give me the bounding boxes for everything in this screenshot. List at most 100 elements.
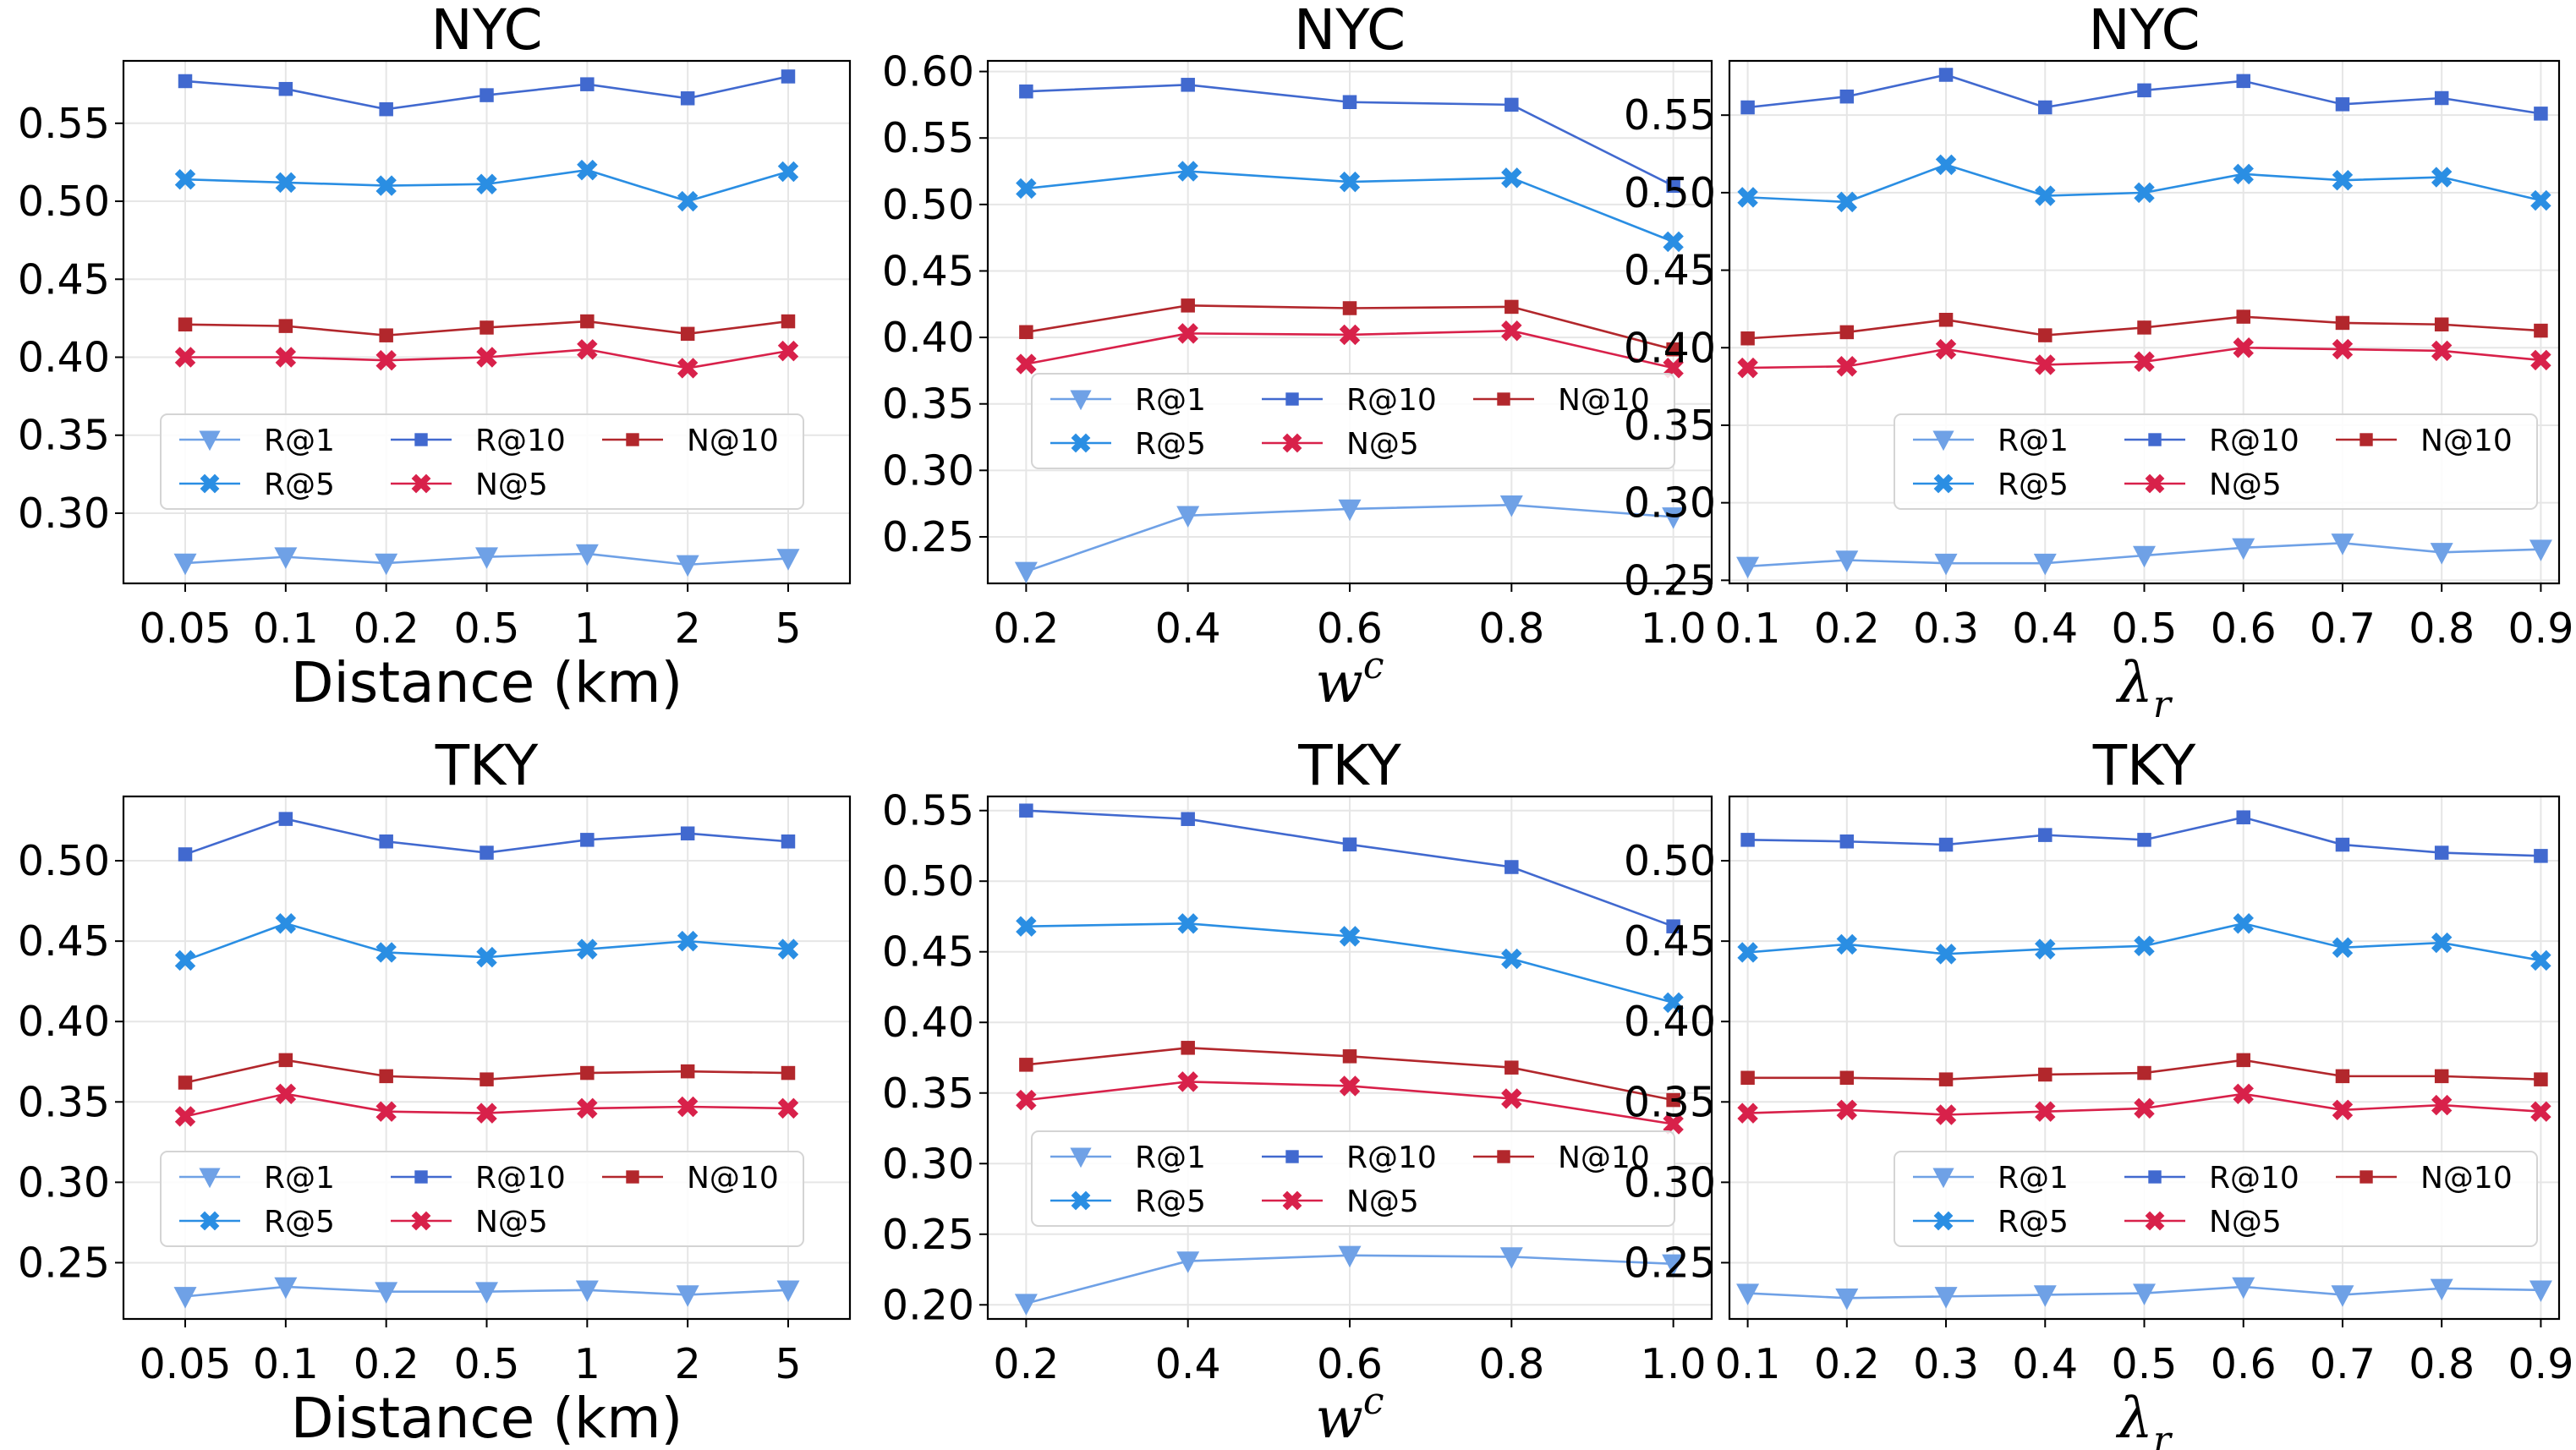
data-point <box>174 1106 196 1127</box>
data-point <box>1666 342 1680 357</box>
series-r-at-1 <box>173 544 800 577</box>
data-point <box>379 328 393 342</box>
data-point <box>2530 949 2551 971</box>
data-point <box>1504 97 1519 112</box>
x-tick-label: 0.3 <box>1913 605 1979 653</box>
legend-label: R@1 <box>1998 1161 2069 1196</box>
legend-entry: N@5 <box>391 1205 548 1239</box>
data-point <box>1339 324 1361 346</box>
data-point <box>1016 916 1037 937</box>
legend-swatch-marker <box>1071 433 1091 453</box>
legend-entry: N@10 <box>602 1161 779 1196</box>
data-point <box>1338 1245 1362 1268</box>
legend-label: N@5 <box>1346 427 1419 462</box>
x-tick-label: 0.1 <box>253 1340 319 1388</box>
data-point <box>476 1103 497 1124</box>
data-point <box>2430 543 2453 565</box>
y-tick-label: 0.40 <box>18 334 110 382</box>
x-tick-label: 0.7 <box>2310 605 2376 653</box>
data-point <box>577 159 598 181</box>
y-tick-label: 0.50 <box>882 857 974 906</box>
data-point <box>2431 340 2453 362</box>
data-point <box>2134 182 2155 204</box>
legend-swatch-marker <box>1282 1190 1302 1211</box>
data-point <box>680 1064 695 1079</box>
data-point <box>1935 154 1957 176</box>
data-point <box>2335 315 2350 331</box>
data-point <box>2137 1065 2151 1081</box>
x-tick-label: 0.5 <box>454 605 520 653</box>
x-tick-label: 0.8 <box>1478 1340 1544 1388</box>
data-point <box>1740 833 1755 847</box>
data-point <box>278 81 293 96</box>
data-point <box>2233 337 2254 358</box>
data-point <box>2232 1277 2255 1300</box>
data-point <box>375 1101 397 1122</box>
legend-entry: R@10 <box>2124 424 2299 458</box>
chart-title: TKY <box>1297 733 1401 798</box>
data-point <box>776 1280 800 1303</box>
data-point <box>2038 100 2053 115</box>
data-point <box>680 326 695 342</box>
data-point <box>2035 1101 2056 1122</box>
data-point <box>2332 1099 2354 1121</box>
x-tick-label: 0.5 <box>454 1340 520 1388</box>
legend-box <box>160 1151 804 1247</box>
y-tick-label: 0.25 <box>1624 556 1716 605</box>
legend-entry: R@1 <box>1050 1141 1206 1175</box>
data-point <box>2134 1097 2155 1119</box>
data-point <box>1177 913 1198 934</box>
x-tick-label: 0.8 <box>1478 605 1544 653</box>
chart-panel-4: 0.25 0.30 0.35 0.40 0.45 0.50 0.05 0.1 0.2 0.5 1 2 5… <box>18 733 852 1450</box>
legend-entry: R@10 <box>1262 383 1437 418</box>
legend-label: R@5 <box>1135 1185 1206 1219</box>
data-point <box>2035 354 2056 375</box>
data-point <box>480 320 494 335</box>
y-tick-label: 0.25 <box>18 1239 110 1287</box>
x-tick-label: 0.5 <box>2112 605 2178 653</box>
y-tick-label: 0.50 <box>18 837 110 885</box>
legend-label: R@10 <box>2209 424 2299 458</box>
data-point <box>178 1075 193 1090</box>
x-tick-label: 0.4 <box>1155 605 1221 653</box>
legend-entry: N@10 <box>2336 1161 2513 1196</box>
data-point <box>781 834 796 849</box>
data-point <box>2331 1285 2354 1307</box>
data-point <box>2335 1069 2350 1084</box>
data-point <box>1666 919 1680 933</box>
data-point <box>2431 167 2453 188</box>
x-axis-label: wc <box>1315 644 1384 715</box>
data-point <box>278 812 293 826</box>
x-tick-label: 0.8 <box>2409 1340 2475 1388</box>
series-r-at-10 <box>178 812 796 862</box>
legend: R@1 R@10 N@10 R@5 N@5 <box>1894 1151 2538 1247</box>
data-point <box>275 347 297 368</box>
chart-panel-1: 0.30 0.35 0.40 0.45 0.50 0.55 0.05 0.1 0.2 0.5 1 2 5… <box>18 0 852 715</box>
legend-label: R@1 <box>264 424 335 458</box>
data-point <box>777 161 799 183</box>
data-point <box>781 1065 796 1081</box>
x-tick-label: 0.2 <box>993 1340 1059 1388</box>
data-point <box>1736 556 1760 579</box>
data-point <box>1501 167 1522 189</box>
data-point <box>1342 837 1357 852</box>
data-point <box>2133 1283 2156 1305</box>
legend-swatch-marker <box>1933 1211 1954 1231</box>
series-r-at-10 <box>1019 803 1680 933</box>
data-point <box>2233 913 2254 934</box>
y-tick-label: 0.35 <box>1624 402 1716 450</box>
y-tick-label: 0.50 <box>1624 169 1716 217</box>
data-point <box>2431 932 2453 954</box>
legend-label: R@5 <box>1998 468 2069 502</box>
data-point <box>2434 90 2449 106</box>
data-point <box>476 173 497 194</box>
legend-label: N@10 <box>2420 424 2513 458</box>
legend-label: N@10 <box>687 424 779 458</box>
data-point <box>278 1053 293 1068</box>
data-point <box>1666 178 1680 194</box>
x-tick-label: 0.6 <box>2211 1340 2277 1388</box>
data-point <box>1938 837 1954 852</box>
series-n-at-5 <box>1016 1071 1684 1135</box>
data-point <box>2530 189 2551 211</box>
chart-title: TKY <box>2092 733 2196 798</box>
